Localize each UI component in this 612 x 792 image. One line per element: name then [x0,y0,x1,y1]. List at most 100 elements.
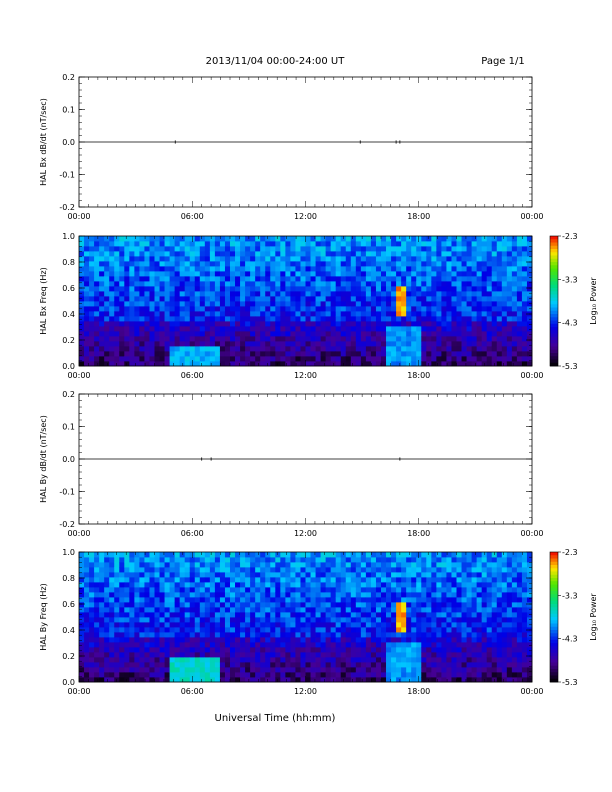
spectrogram-cell [350,326,357,332]
spectrogram-cell [396,647,402,653]
spectrogram-cell [506,296,513,302]
panels: 00:00 06:00 12:00 18:00 00:000.20.10.0-0.1-0… [39,73,598,696]
spectrogram-cell [295,652,301,658]
x-tick-label: 00:00 [520,371,543,380]
spectrogram-cell [310,587,316,593]
spectrogram-cell [219,672,226,678]
spectrogram-cell [355,341,362,347]
spectrogram-cell [375,597,382,603]
spectrogram-cell [154,241,160,247]
spectrogram-cell [119,582,125,588]
spectrogram-cell [386,241,392,247]
x-tick-label: 00:00 [520,529,543,538]
spectrogram-cell [79,587,85,593]
spectrogram-cell [375,642,382,648]
spectrogram-cell [330,622,337,628]
spectrogram-cell [290,266,296,272]
spectrogram-cell [129,637,135,643]
spectrogram-cell [169,577,176,583]
spectrogram-cell [305,662,311,668]
spectrogram-cell [79,672,85,678]
spectrogram-cell [476,286,483,292]
spectrogram-cell [250,291,256,297]
spectrogram-cell [199,271,206,277]
spectrogram-cell [79,321,85,327]
spectrogram-cell [310,336,316,342]
spectrogram-cell [235,612,241,618]
spectrogram-cell [476,577,483,583]
spectrogram-cell [315,637,321,643]
spectrogram-cell [255,356,261,362]
spectrogram-cell [421,276,427,282]
spectrogram-cell [370,627,377,633]
spectrogram-cell [235,597,241,603]
spectrogram-cell [466,316,472,322]
spectrogram-cell [355,246,362,252]
spectrogram-cell [114,256,120,262]
spectrogram-cell [169,652,176,658]
spectrogram-cell [451,652,457,658]
spectrogram-cell [421,266,427,272]
spectrogram-cell [416,356,422,362]
spectrogram-cell [431,652,437,658]
spectrogram-cell [280,296,286,302]
spectrogram-cell [164,642,170,648]
spectrogram-cell [265,241,271,247]
spectrogram-cell [230,647,236,653]
spectrogram-cell [305,642,311,648]
spectrogram-cell [230,281,236,287]
spectrogram-cell [84,261,90,267]
spectrogram-cell [184,266,191,272]
spectrogram-cell [209,356,216,362]
spectrogram-cell [360,266,367,272]
spectrogram-cell [124,672,130,678]
spectrogram-cell [99,361,105,367]
colorbar-step [550,340,558,344]
spectrogram-cell [270,316,276,322]
spectrogram-cell [466,617,472,623]
spectrogram-cell [214,321,221,327]
spectrogram-cell [89,356,95,362]
spectrogram-cell [416,251,422,257]
x-tick-label: 12:00 [294,212,317,221]
spectrogram-cell [396,607,402,613]
spectrogram-cell [89,622,95,628]
spectrogram-cell [184,627,191,633]
spectrogram-cell [416,341,422,347]
spectrogram-cell [290,311,296,317]
spectrogram-cell [179,587,186,593]
spectrogram-cell [511,301,518,307]
spectrogram-cell [154,652,160,658]
spectrogram-cell [325,316,332,322]
spectrogram-cell [235,306,241,312]
spectrogram-cell [214,281,221,287]
spectrogram-cell [285,632,291,638]
spectrogram-cell [159,587,165,593]
spectrogram-cell [280,607,286,613]
spectrogram-cell [325,331,332,337]
spectrogram-cell [386,647,392,653]
spectrogram-cell [476,622,483,628]
spectrogram-cell [255,632,261,638]
spectrogram-cell [391,276,397,282]
spectrogram-cell [436,356,442,362]
spectrogram-cell [265,256,271,262]
spectrogram-cell [360,602,367,608]
spectrogram-cell [416,316,422,322]
spectrogram-cell [144,281,150,287]
spectrogram-cell [270,637,276,643]
spectrogram-cell [335,552,342,558]
colorbar-step [550,353,558,357]
spectrogram-cell [144,662,150,668]
spectrogram-cell [144,251,150,257]
spectrogram-cell [516,316,523,322]
spectrogram-cell [154,266,160,272]
spectrogram-cell [310,637,316,643]
spectrogram-cell [466,251,472,257]
spectrogram-cell [144,301,150,307]
spectrogram-cell [179,341,186,347]
spectrogram-cell [139,261,145,267]
spectrogram-cell [381,677,387,683]
spectrogram-cell [476,346,483,352]
spectrogram-cell [310,612,316,618]
